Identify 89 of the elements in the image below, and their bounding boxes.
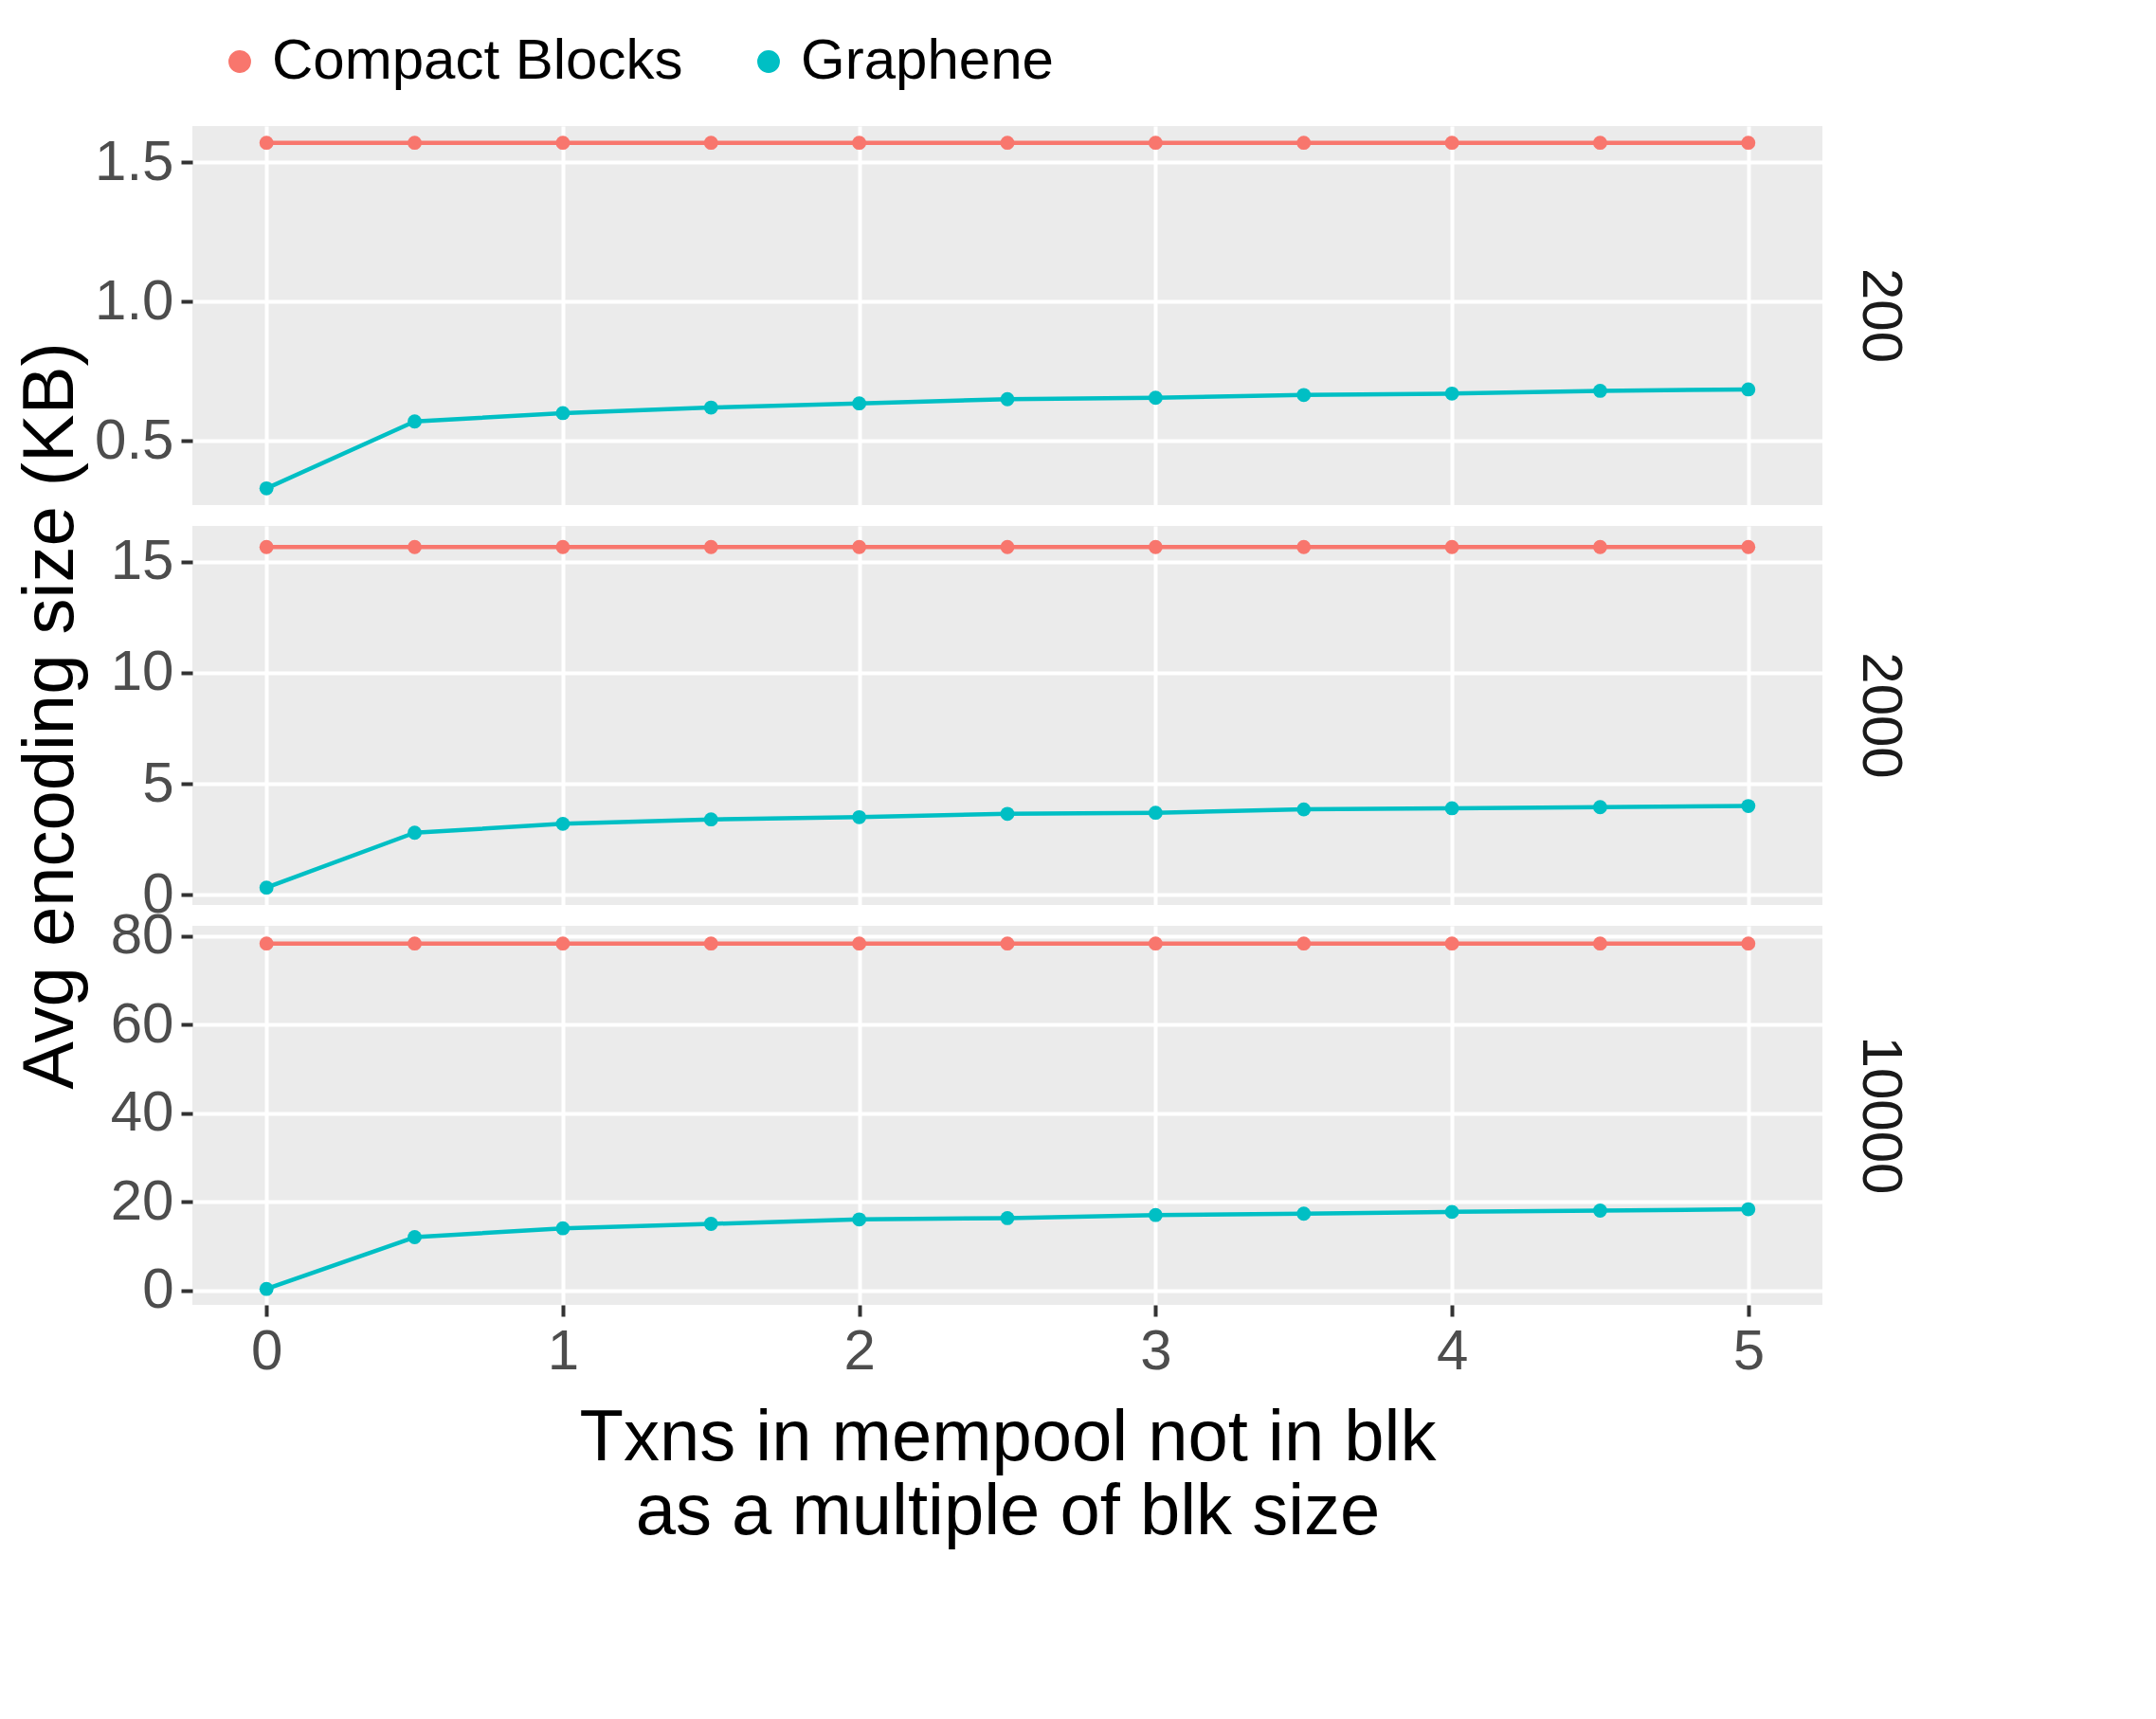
point [1741,936,1756,951]
y-tick-label: 5 [142,750,174,814]
point [1296,1206,1312,1221]
point [703,400,718,415]
point [1000,936,1015,951]
y-tick-label: 60 [110,990,174,1055]
point [1444,539,1459,554]
point [259,136,274,151]
x-tick-label: 5 [1732,1317,1766,1382]
point [1148,539,1163,554]
point [1593,136,1607,151]
point [259,480,274,496]
x-tick-label: 3 [1140,1317,1172,1382]
x-tick-label: 4 [1436,1317,1469,1382]
point [259,539,274,554]
point [703,136,718,151]
legend-label: Graphene [801,27,1054,91]
y-axis-title: Avg encoding size (KB) [7,342,88,1090]
point [259,936,274,951]
point [408,539,422,554]
point [1593,936,1607,951]
point [408,825,422,841]
point [555,539,571,554]
point [1148,1207,1163,1222]
point [408,1230,422,1244]
point [1593,539,1607,554]
y-tick-label: 10 [110,639,174,703]
point [408,136,422,151]
point [852,136,867,151]
point [1593,1203,1607,1218]
x-axis-title: Txns in mempool not in blk as a multiple of blk size [579,1394,1438,1549]
point [1148,936,1163,951]
point [1148,390,1163,406]
point [1741,382,1756,397]
point [1000,539,1015,554]
point [1444,386,1459,401]
point [703,812,718,827]
point [1000,391,1015,407]
point [555,136,571,151]
point [555,406,571,421]
point [1593,384,1607,398]
text: 10000 [1851,1036,1914,1195]
y-tick-label: 0.5 [95,407,174,471]
legend-label: Compact Blocks [272,27,683,91]
point [555,816,571,831]
point [408,936,422,951]
point [1296,388,1312,403]
point [408,414,422,429]
text: 2000 [1851,652,1914,779]
point [852,539,867,554]
point [1444,136,1459,151]
point [703,539,718,554]
point [1593,800,1607,815]
x-tick-label: 0 [250,1317,283,1382]
y-tick-label: 40 [110,1079,174,1144]
point [1000,136,1015,151]
point [1741,136,1756,151]
y-tick-label: 20 [110,1167,174,1232]
point [852,936,867,951]
point [852,1212,867,1227]
y-tick-label: 15 [110,528,174,592]
text: 200 [1851,267,1914,364]
point [1296,539,1312,554]
point [852,396,867,411]
point [1296,802,1312,817]
point [1444,801,1459,816]
point [1741,799,1756,813]
point [1741,1202,1756,1217]
x-tick-label: 2 [843,1317,876,1382]
point [1148,805,1163,821]
y-tick-label: 1.0 [95,267,174,332]
point [555,936,571,951]
point [703,1217,718,1231]
point [259,880,274,896]
point [852,809,867,824]
point [1444,936,1459,951]
point [703,936,718,951]
point [1000,806,1015,822]
point [1148,136,1163,151]
point [1000,1211,1015,1225]
point [1741,539,1756,554]
point [1296,936,1312,951]
point [555,1221,571,1236]
point [1296,136,1312,151]
point [259,1281,274,1296]
point [1444,1204,1459,1220]
y-tick-label: 0 [142,1257,174,1321]
y-tick-label: 1.5 [95,128,174,192]
x-tick-label: 1 [547,1317,580,1382]
